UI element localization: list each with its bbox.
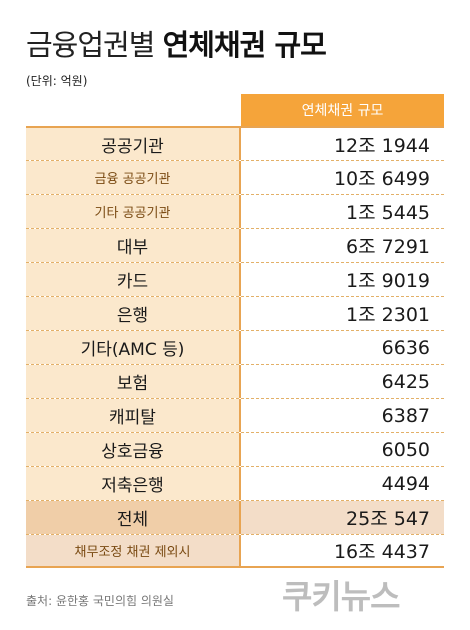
table-row: 상호금융 6050 [26,432,444,466]
row-value: 4494 [241,467,444,500]
row-value: 12조 1944 [241,128,444,160]
row-value: 6636 [241,331,444,364]
row-value: 1조 9019 [241,263,444,296]
table-row: 은행 1조 2301 [26,296,444,330]
data-table: 공공기관 12조 1944 금융 공공기관 10조 6499 기타 공공기관 1조 544… [26,126,444,568]
row-value: 1조 2301 [241,297,444,330]
unit-label: (단위: 억원) [26,74,88,88]
row-label: 기타(AMC 등) [26,331,241,364]
row-value: 25조 547 [241,501,444,534]
table-row: 대부 6조 7291 [26,228,444,262]
table-row: 저축은행 4494 [26,466,444,500]
row-value: 1조 5445 [241,195,444,228]
row-label: 금융 공공기관 [26,161,241,194]
row-label: 기타 공공기관 [26,195,241,228]
row-label: 채무조정 채권 제외시 [26,535,241,566]
row-value: 6387 [241,399,444,432]
row-label: 카드 [26,263,241,296]
title-bold: 연체채권 규모 [162,28,327,62]
row-label: 보험 [26,365,241,398]
table-row: 캐피탈 6387 [26,398,444,432]
row-label: 캐피탈 [26,399,241,432]
row-label: 전체 [26,501,241,534]
table-row: 기타 공공기관 1조 5445 [26,194,444,228]
row-value: 6조 7291 [241,229,444,262]
row-value: 10조 6499 [241,161,444,194]
row-label: 저축은행 [26,467,241,500]
table-row: 전체 25조 547 [26,500,444,534]
row-value: 16조 4437 [241,535,444,566]
table-row: 공공기관 12조 1944 [26,126,444,160]
table-row: 금융 공공기관 10조 6499 [26,160,444,194]
column-header: 연체채권 규모 [241,94,444,126]
row-label: 대부 [26,229,241,262]
row-value: 6050 [241,433,444,466]
chart-title: 금융업권별 연체채권 규모 [26,22,327,64]
publisher-logo: 쿠키뉴스 [282,577,400,616]
table-row: 기타(AMC 등) 6636 [26,330,444,364]
row-label: 상호금융 [26,433,241,466]
table-row: 카드 1조 9019 [26,262,444,296]
title-light: 금융업권별 [26,28,155,62]
table-row: 채무조정 채권 제외시 16조 4437 [26,534,444,568]
row-label: 은행 [26,297,241,330]
table-row: 보험 6425 [26,364,444,398]
row-label: 공공기관 [26,128,241,160]
source-note: 출처: 윤한홍 국민의힘 의원실 [26,594,174,608]
row-value: 6425 [241,365,444,398]
